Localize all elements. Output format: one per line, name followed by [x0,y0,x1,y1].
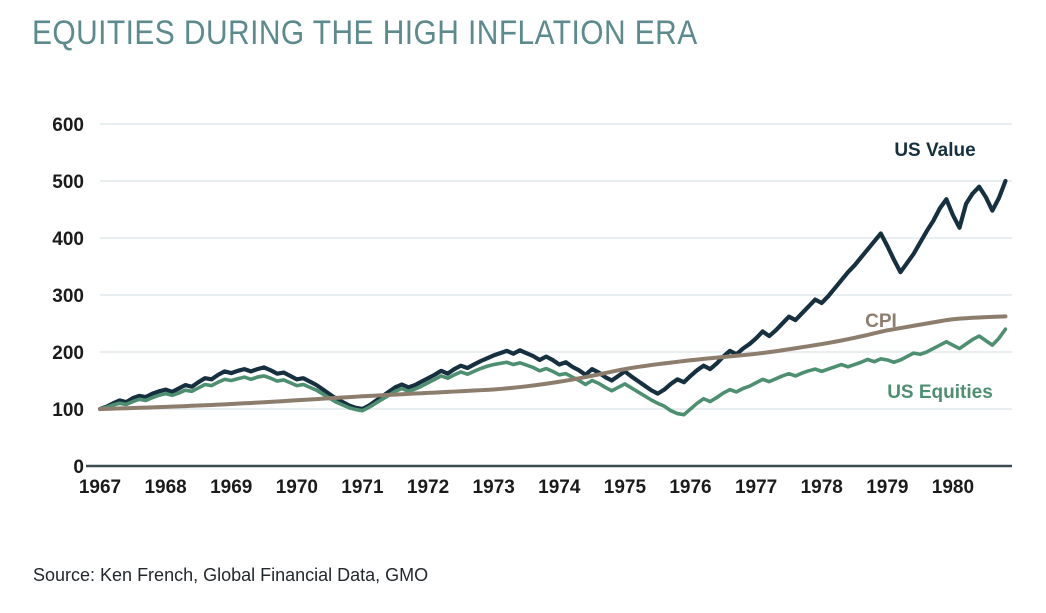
series-line-us-value [97,178,1008,412]
x-axis-tick-label: 1974 [538,477,581,498]
x-axis-tick-label: 1972 [407,477,449,498]
y-axis-tick-label: 300 [52,286,84,307]
x-axis-tick-label: 1967 [79,477,121,498]
series-annotation-us-equities: US Equities [887,382,993,403]
x-axis-tick-label: 1976 [669,477,711,498]
y-axis-tick-labels: 0 100 200 300 400 500 600 [52,115,84,478]
x-axis-tick-label: 1973 [473,477,515,498]
y-axis-tick-label: 600 [52,115,84,136]
series-line-cpi [98,314,1008,411]
x-axis-tick-label: 1980 [932,477,974,498]
source-note: Source: Ken French, Global Financial Dat… [33,565,429,585]
x-axis-tick-label: 1979 [866,477,908,498]
x-axis-tick-labels: 1967 1968 1969 1970 1971 1972 1973 1974 1975 1976… [79,477,974,498]
series-annotations-group: US Value CPI US Equities [865,140,993,403]
y-axis-tick-label: 400 [52,229,84,250]
series-annotation-us-value: US Value [894,140,975,161]
series-lines-group [97,178,1008,417]
x-axis-tick-label: 1970 [276,477,318,498]
x-axis-tick-label: 1968 [144,477,186,498]
gridlines-group [100,123,1012,410]
x-axis-tick-label: 1969 [210,477,252,498]
x-axis-tick-label: 1977 [735,477,777,498]
y-axis-tick-label: 200 [52,343,84,364]
series-line-us-equities [98,327,1008,417]
x-axis-tick-label: 1975 [604,477,647,498]
y-axis-tick-label: 100 [52,400,84,421]
x-axis-tick-label: 1971 [341,477,384,498]
x-axis-tick-label: 1978 [801,477,843,498]
y-axis-tick-label: 0 [73,457,84,478]
y-axis-tick-label: 500 [52,172,84,193]
series-annotation-cpi: CPI [865,311,897,332]
page-title: EQUITIES DURING THE HIGH INFLATION ERA [32,14,698,52]
